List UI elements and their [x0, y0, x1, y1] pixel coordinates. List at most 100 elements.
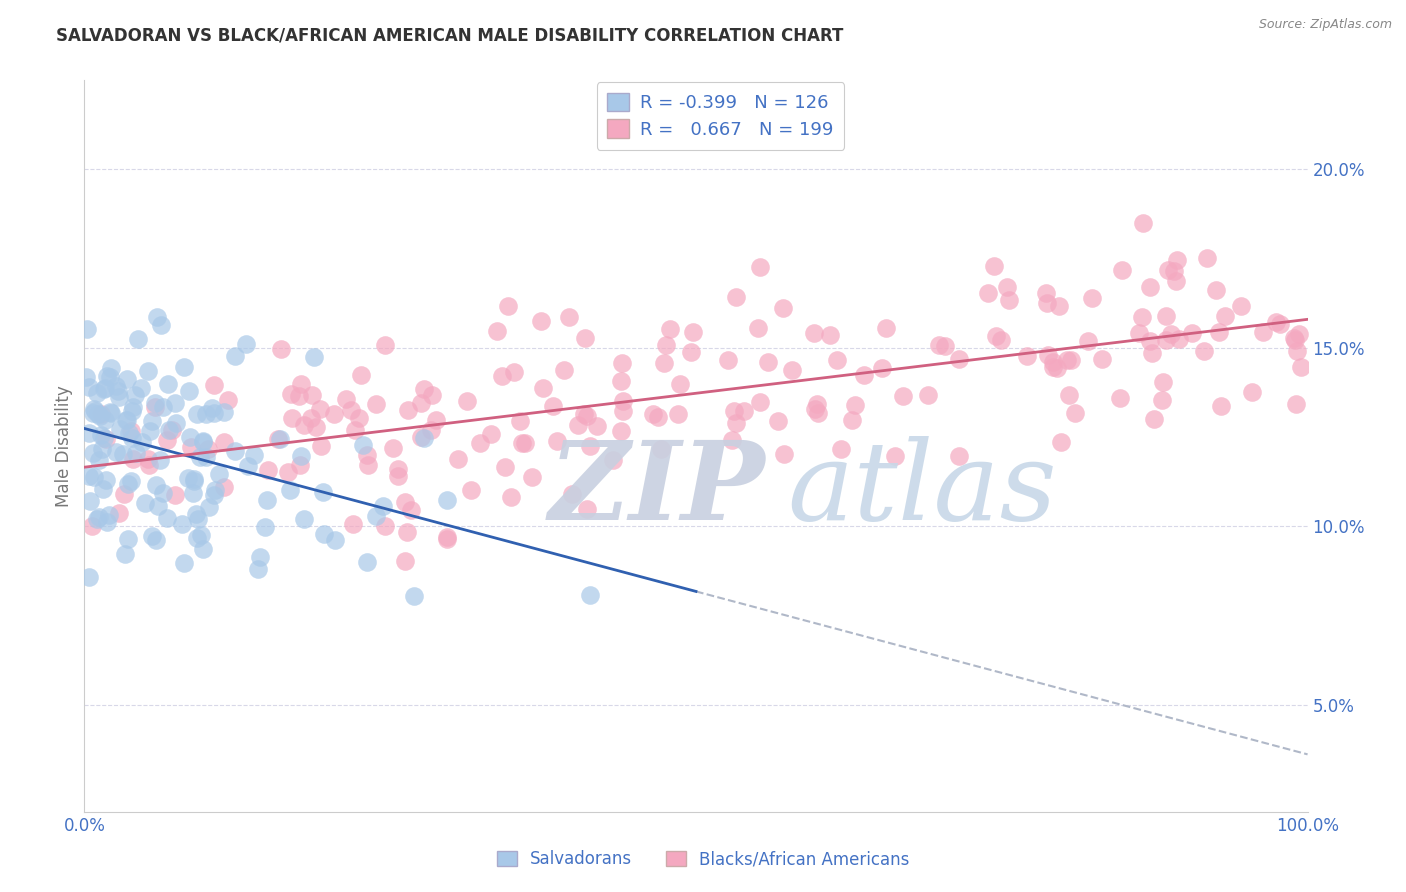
Point	[875, 321, 897, 335]
Point	[668, 376, 690, 391]
Point	[1128, 326, 1150, 340]
Point	[804, 402, 827, 417]
Point	[425, 413, 447, 427]
Point	[80, 519, 103, 533]
Point	[1230, 299, 1253, 313]
Point	[149, 453, 172, 467]
Point	[163, 396, 186, 410]
Point	[94, 432, 117, 446]
Point	[436, 530, 458, 544]
Point	[191, 434, 214, 448]
Point	[290, 376, 312, 391]
Point	[302, 350, 325, 364]
Point	[124, 388, 146, 402]
Point	[90, 428, 112, 442]
Point	[1205, 283, 1227, 297]
Point	[98, 369, 121, 384]
Point	[387, 461, 409, 475]
Point	[322, 407, 344, 421]
Point	[340, 403, 363, 417]
Point	[235, 337, 257, 351]
Point	[983, 259, 1005, 273]
Point	[1285, 344, 1308, 359]
Point	[468, 436, 491, 450]
Point	[436, 532, 458, 546]
Point	[214, 405, 236, 419]
Point	[1209, 399, 1232, 413]
Point	[256, 493, 278, 508]
Point	[1153, 375, 1175, 389]
Point	[76, 321, 98, 335]
Point	[356, 555, 378, 569]
Point	[89, 409, 111, 423]
Point	[396, 403, 419, 417]
Point	[197, 442, 219, 456]
Point	[110, 422, 132, 436]
Point	[292, 512, 315, 526]
Point	[246, 562, 269, 576]
Point	[312, 484, 335, 499]
Point	[93, 432, 115, 446]
Point	[567, 418, 589, 433]
Point	[314, 527, 336, 541]
Point	[1077, 334, 1099, 348]
Point	[114, 547, 136, 561]
Point	[91, 483, 114, 497]
Legend: R = -0.399   N = 126, R =   0.667   N = 199: R = -0.399 N = 126, R = 0.667 N = 199	[596, 82, 844, 150]
Point	[530, 313, 553, 327]
Point	[948, 352, 970, 367]
Point	[1213, 309, 1236, 323]
Point	[111, 447, 134, 461]
Point	[335, 392, 357, 406]
Point	[152, 486, 174, 500]
Point	[146, 499, 169, 513]
Point	[1139, 279, 1161, 293]
Point	[173, 360, 195, 375]
Point	[190, 527, 212, 541]
Point	[180, 440, 202, 454]
Point	[145, 310, 167, 324]
Point	[114, 413, 136, 427]
Point	[364, 508, 387, 523]
Point	[807, 406, 830, 420]
Point	[1049, 435, 1071, 450]
Point	[420, 388, 443, 402]
Point	[486, 324, 509, 338]
Point	[1253, 326, 1275, 340]
Point	[658, 322, 681, 336]
Point	[1282, 331, 1305, 345]
Point	[1164, 274, 1187, 288]
Point	[891, 389, 914, 403]
Point	[121, 451, 143, 466]
Point	[782, 362, 804, 376]
Point	[1268, 317, 1291, 331]
Point	[138, 458, 160, 472]
Point	[278, 483, 301, 498]
Point	[202, 488, 225, 502]
Point	[173, 556, 195, 570]
Point	[723, 404, 745, 418]
Point	[94, 413, 117, 427]
Point	[756, 355, 779, 369]
Point	[575, 502, 598, 516]
Point	[107, 384, 129, 399]
Point	[257, 463, 280, 477]
Point	[129, 381, 152, 395]
Legend: Salvadorans, Blacks/African Americans: Salvadorans, Blacks/African Americans	[491, 844, 915, 875]
Point	[350, 368, 373, 383]
Point	[105, 445, 128, 459]
Point	[342, 517, 364, 532]
Point	[125, 446, 148, 460]
Point	[224, 444, 246, 458]
Point	[499, 490, 522, 504]
Point	[98, 405, 121, 419]
Point	[84, 404, 107, 418]
Point	[100, 406, 122, 420]
Point	[394, 495, 416, 509]
Point	[803, 326, 825, 340]
Text: Source: ZipAtlas.com: Source: ZipAtlas.com	[1258, 18, 1392, 31]
Point	[100, 361, 122, 376]
Point	[1192, 343, 1215, 358]
Point	[281, 411, 304, 425]
Point	[610, 425, 633, 439]
